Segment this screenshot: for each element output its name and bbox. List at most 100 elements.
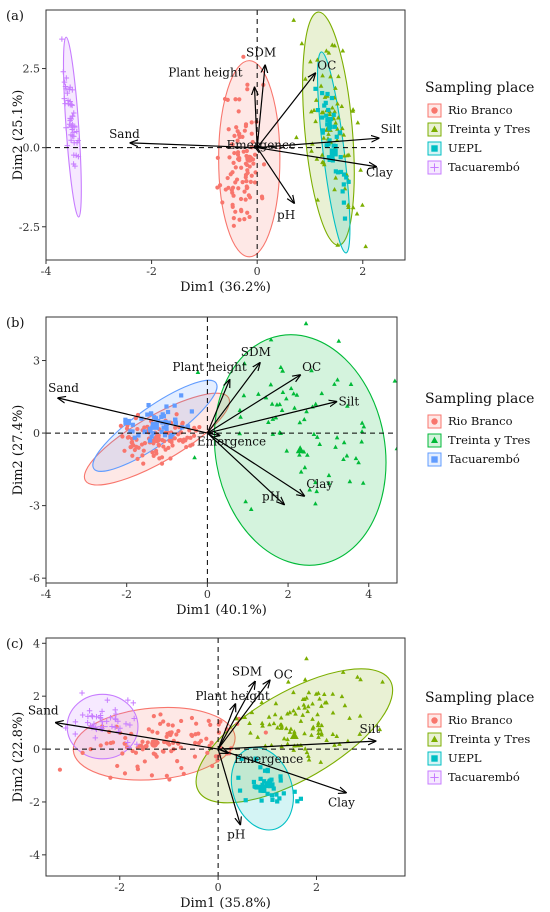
x-tick-label: -4 [41,588,52,601]
variable-label: Plant height [168,66,243,80]
group-centroid [150,739,159,748]
data-point [291,708,296,713]
data-point [208,722,213,727]
data-point [91,721,97,727]
data-point [326,155,332,160]
data-point [181,771,186,776]
variable-label: Sand [28,704,59,718]
data-point [319,732,324,737]
data-point [131,715,137,722]
loading-arrow [206,363,259,434]
data-point [338,169,344,175]
legend-label: Treinta y Tres [448,433,530,447]
data-point [210,763,215,769]
data-point [380,679,385,684]
data-point [310,724,316,729]
data-point [161,444,166,449]
data-point [270,416,276,421]
series-points [192,321,397,511]
legend-key [431,145,438,152]
data-point [249,709,255,715]
data-point [151,751,156,756]
data-point [346,179,351,184]
data-point [104,697,111,703]
y-tick-label: -3 [29,500,40,513]
data-point [230,142,235,147]
series-points [57,712,268,782]
data-point [68,132,74,138]
plot-area [46,10,405,260]
series-points [123,393,194,443]
data-point [283,725,289,731]
data-point [316,690,321,695]
data-point [327,157,332,162]
panel-label: (a) [6,9,24,24]
data-point [176,432,181,437]
data-point [341,172,347,177]
data-point [215,758,220,763]
data-point [269,401,275,406]
data-point [309,148,314,153]
x-tick-label: -2 [121,588,132,601]
data-point [316,734,321,739]
data-point [244,162,250,167]
data-point [321,135,327,140]
data-point [320,90,325,96]
data-point [154,754,159,759]
data-point [280,368,285,373]
data-point [326,472,332,478]
data-point [327,111,333,117]
data-point [168,434,173,439]
data-point [147,438,153,443]
data-point [189,715,195,721]
data-point [273,701,279,706]
data-point [279,407,285,412]
y-tick-label: -2 [29,796,40,809]
data-point [237,157,242,163]
data-point [173,421,178,426]
data-point [339,693,345,699]
variable-label: Clay [366,166,393,180]
data-point [304,409,309,414]
data-point [305,708,310,714]
data-point [333,120,338,125]
data-point [198,738,204,743]
loading-arrow [257,138,378,149]
data-point [120,434,125,439]
data-point [147,426,153,431]
data-point [62,100,68,107]
data-point [123,735,128,741]
data-point [113,711,119,717]
data-point [311,431,317,436]
variable-label: Sand [48,381,79,395]
data-point [231,223,236,228]
data-point [320,130,325,135]
data-point [170,723,175,728]
data-point [63,124,69,131]
data-point [115,728,122,735]
data-point [299,41,305,46]
data-point [115,763,120,769]
data-point [302,696,307,702]
data-point [297,420,303,425]
data-point [247,720,252,726]
data-point [179,765,184,771]
series-points [236,756,304,804]
data-point [174,732,179,737]
y-axis-label: Dim2 (27.4%) [11,405,26,496]
data-point [319,722,325,728]
data-point [358,677,363,682]
data-point [209,740,214,745]
legend-key [431,456,438,463]
data-point [377,726,383,732]
data-point [359,429,365,434]
data-point [301,416,307,422]
data-point [165,731,170,736]
data-point [311,107,317,113]
data-point [278,725,284,730]
data-point [297,452,302,457]
data-point [216,730,222,735]
data-point [192,455,197,460]
data-point [122,771,128,776]
data-point [109,723,115,730]
